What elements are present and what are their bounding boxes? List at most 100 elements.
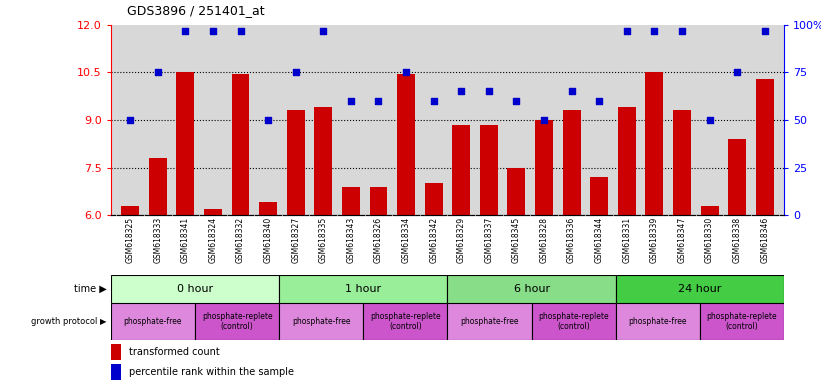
Text: GSM618339: GSM618339 bbox=[650, 217, 659, 263]
Point bbox=[731, 70, 744, 76]
Text: phosphate-free: phosphate-free bbox=[292, 317, 351, 326]
Text: GSM618345: GSM618345 bbox=[512, 217, 521, 263]
Point bbox=[372, 98, 385, 104]
Text: phosphate-free: phosphate-free bbox=[629, 317, 687, 326]
Bar bbox=[363, 303, 447, 340]
Text: transformed count: transformed count bbox=[130, 347, 220, 357]
Point bbox=[648, 28, 661, 34]
Bar bbox=[122, 205, 139, 215]
Text: phosphate-replete
(control): phosphate-replete (control) bbox=[707, 312, 777, 331]
Text: GSM618340: GSM618340 bbox=[264, 217, 273, 263]
Text: GSM618327: GSM618327 bbox=[291, 217, 300, 263]
Point bbox=[758, 28, 771, 34]
Text: GSM618344: GSM618344 bbox=[594, 217, 603, 263]
Bar bbox=[645, 73, 663, 215]
Point bbox=[179, 28, 192, 34]
Bar bbox=[452, 125, 470, 215]
Text: GSM618332: GSM618332 bbox=[236, 217, 245, 263]
Text: GSM618342: GSM618342 bbox=[429, 217, 438, 263]
Text: 24 hour: 24 hour bbox=[678, 284, 722, 294]
Bar bbox=[314, 108, 333, 215]
Point bbox=[400, 70, 413, 76]
Text: percentile rank within the sample: percentile rank within the sample bbox=[130, 367, 294, 377]
Bar bbox=[259, 202, 277, 215]
Bar bbox=[562, 111, 580, 215]
Text: GSM618347: GSM618347 bbox=[677, 217, 686, 263]
Text: GSM618328: GSM618328 bbox=[539, 217, 548, 263]
Text: GSM618343: GSM618343 bbox=[346, 217, 355, 263]
Text: GSM618324: GSM618324 bbox=[209, 217, 218, 263]
Point bbox=[206, 28, 219, 34]
Text: GSM618329: GSM618329 bbox=[456, 217, 466, 263]
Bar bbox=[397, 74, 415, 215]
Text: GSM618326: GSM618326 bbox=[374, 217, 383, 263]
Text: time ▶: time ▶ bbox=[74, 284, 107, 294]
Text: phosphate-replete
(control): phosphate-replete (control) bbox=[539, 312, 609, 331]
Bar bbox=[424, 184, 443, 215]
Point bbox=[427, 98, 440, 104]
Text: GSM618336: GSM618336 bbox=[567, 217, 576, 263]
Text: GSM618335: GSM618335 bbox=[319, 217, 328, 263]
Bar bbox=[532, 303, 616, 340]
Text: GSM618346: GSM618346 bbox=[760, 217, 769, 263]
Point bbox=[317, 28, 330, 34]
Point bbox=[124, 117, 137, 123]
Point bbox=[151, 70, 164, 76]
Bar bbox=[177, 73, 195, 215]
Point bbox=[289, 70, 302, 76]
Point bbox=[676, 28, 689, 34]
Bar bbox=[728, 139, 746, 215]
Point bbox=[455, 88, 468, 94]
Bar bbox=[111, 364, 122, 379]
Text: phosphate-free: phosphate-free bbox=[461, 317, 519, 326]
Text: GSM618341: GSM618341 bbox=[181, 217, 190, 263]
Bar bbox=[479, 125, 498, 215]
Text: GSM618337: GSM618337 bbox=[484, 217, 493, 263]
Bar bbox=[618, 108, 635, 215]
Bar bbox=[507, 167, 525, 215]
Bar bbox=[616, 303, 699, 340]
Text: GDS3896 / 251401_at: GDS3896 / 251401_at bbox=[127, 4, 265, 17]
Point bbox=[565, 88, 578, 94]
Point bbox=[344, 98, 357, 104]
Bar bbox=[673, 111, 691, 215]
Text: 6 hour: 6 hour bbox=[513, 284, 550, 294]
Point bbox=[482, 88, 495, 94]
Bar bbox=[111, 303, 195, 340]
Point bbox=[510, 98, 523, 104]
Bar bbox=[204, 209, 222, 215]
Bar bbox=[369, 187, 388, 215]
Bar bbox=[342, 187, 360, 215]
Bar bbox=[111, 275, 279, 303]
Bar bbox=[111, 344, 122, 360]
Bar bbox=[232, 74, 250, 215]
Point bbox=[593, 98, 606, 104]
Text: GSM618325: GSM618325 bbox=[126, 217, 135, 263]
Bar bbox=[700, 205, 718, 215]
Text: growth protocol ▶: growth protocol ▶ bbox=[31, 317, 107, 326]
Text: GSM618333: GSM618333 bbox=[154, 217, 163, 263]
Bar bbox=[149, 158, 167, 215]
Text: phosphate-replete
(control): phosphate-replete (control) bbox=[370, 312, 441, 331]
Point bbox=[538, 117, 551, 123]
Bar bbox=[195, 303, 279, 340]
Bar bbox=[447, 275, 616, 303]
Text: GSM618338: GSM618338 bbox=[732, 217, 741, 263]
Point bbox=[262, 117, 275, 123]
Bar bbox=[699, 303, 784, 340]
Bar bbox=[447, 303, 532, 340]
Bar bbox=[279, 303, 363, 340]
Bar bbox=[535, 120, 553, 215]
Text: 0 hour: 0 hour bbox=[177, 284, 213, 294]
Point bbox=[234, 28, 247, 34]
Bar bbox=[756, 79, 773, 215]
Point bbox=[620, 28, 633, 34]
Text: GSM618334: GSM618334 bbox=[401, 217, 410, 263]
Text: GSM618331: GSM618331 bbox=[622, 217, 631, 263]
Text: GSM618330: GSM618330 bbox=[705, 217, 714, 263]
Bar bbox=[279, 275, 447, 303]
Bar bbox=[590, 177, 608, 215]
Text: phosphate-free: phosphate-free bbox=[124, 317, 182, 326]
Bar bbox=[287, 111, 305, 215]
Point bbox=[703, 117, 716, 123]
